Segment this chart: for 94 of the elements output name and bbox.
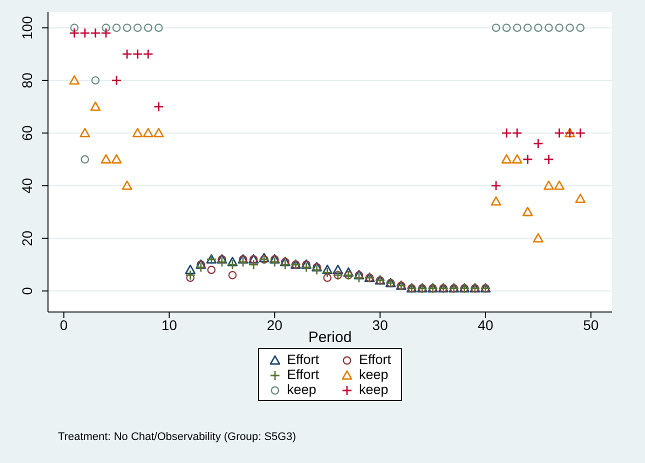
- point: [227, 256, 238, 266]
- legend-label: Effort: [359, 352, 392, 367]
- point: [512, 128, 522, 138]
- legend-label: keep: [286, 382, 316, 397]
- point: [354, 272, 364, 283]
- point: [534, 24, 542, 32]
- point: [69, 28, 80, 38]
- point: [522, 206, 533, 216]
- point: [112, 24, 121, 32]
- x-tick-label: 20: [266, 316, 283, 333]
- point: [512, 154, 522, 164]
- point: [575, 128, 586, 138]
- y-tick-label: 80: [19, 72, 35, 88]
- y-tick-label: 100: [19, 16, 35, 40]
- point: [132, 128, 143, 138]
- point: [490, 180, 502, 191]
- point: [490, 196, 502, 206]
- point: [492, 24, 500, 32]
- point: [70, 24, 79, 32]
- y-tick-label: 0: [19, 286, 35, 295]
- point: [80, 28, 90, 38]
- point: [186, 274, 195, 282]
- point: [566, 24, 574, 32]
- point: [216, 256, 228, 268]
- x-tick-label: 40: [478, 316, 494, 333]
- point: [555, 24, 564, 32]
- point: [196, 262, 206, 272]
- point: [323, 274, 332, 282]
- point: [332, 264, 344, 274]
- y-tick-label: 60: [19, 125, 35, 141]
- point: [111, 154, 122, 164]
- point: [312, 264, 322, 276]
- point: [554, 180, 564, 190]
- point: [207, 266, 216, 274]
- point: [142, 48, 154, 60]
- point: [501, 128, 512, 138]
- point: [544, 154, 554, 165]
- point: [153, 128, 164, 138]
- point: [238, 256, 248, 268]
- point: [69, 75, 80, 85]
- x-tick-label: 30: [372, 316, 388, 333]
- point: [554, 128, 564, 138]
- point: [122, 48, 132, 60]
- point: [80, 128, 90, 138]
- point: [280, 259, 290, 270]
- point: [142, 128, 154, 138]
- point: [122, 180, 132, 190]
- point: [322, 267, 333, 278]
- point: [501, 154, 512, 164]
- point: [100, 154, 112, 164]
- point: [544, 24, 553, 32]
- point: [111, 75, 122, 86]
- point: [533, 138, 544, 149]
- point: [258, 252, 270, 262]
- point: [227, 259, 238, 270]
- point: [576, 24, 585, 32]
- point: [544, 180, 554, 190]
- point: [91, 76, 100, 85]
- point: [133, 24, 142, 32]
- point: [80, 155, 90, 164]
- point: [343, 267, 354, 277]
- point: [132, 48, 143, 60]
- point: [322, 264, 333, 274]
- legend-label: keep: [359, 382, 388, 397]
- point: [575, 194, 586, 204]
- point: [185, 264, 196, 274]
- point: [301, 262, 312, 272]
- point: [533, 233, 544, 243]
- point: [122, 24, 132, 32]
- legend-label: Effort: [286, 352, 319, 367]
- x-tick-label: 50: [583, 316, 599, 333]
- point: [90, 28, 101, 38]
- point: [523, 24, 532, 32]
- point: [228, 270, 237, 280]
- point: [502, 24, 511, 32]
- x-axis-title: Period: [308, 329, 352, 346]
- point: [522, 154, 533, 165]
- point: [269, 256, 280, 268]
- point: [512, 24, 522, 32]
- text: Treatment: No Chat/Observability (Group: S5G3): [58, 431, 296, 443]
- point: [185, 270, 196, 280]
- y-tick-label: 20: [19, 230, 35, 246]
- legend-label: Effort: [286, 367, 319, 382]
- point: [154, 24, 163, 32]
- point: [100, 28, 112, 38]
- point: [144, 24, 152, 32]
- point: [153, 102, 164, 112]
- point: [102, 24, 110, 32]
- x-tick-label: 0: [60, 316, 68, 333]
- x-tick-label: 10: [161, 316, 178, 333]
- point: [90, 102, 101, 111]
- legend-label: keep: [359, 367, 388, 382]
- point: [248, 259, 259, 270]
- y-tick-label: 40: [19, 178, 35, 194]
